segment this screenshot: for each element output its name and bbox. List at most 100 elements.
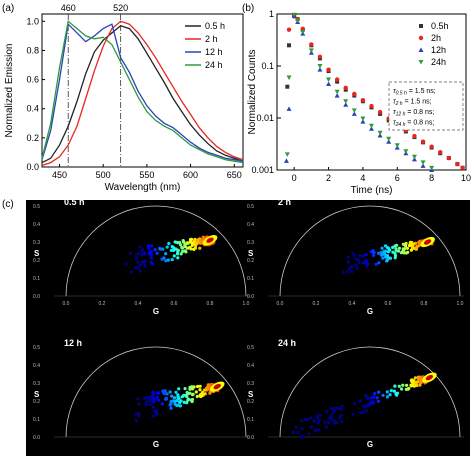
phasor-point (188, 391, 192, 395)
phasor-point (190, 397, 195, 402)
phasor-point (326, 421, 330, 425)
data-point (309, 42, 314, 47)
phasor-point (198, 246, 202, 250)
phasor-point (196, 238, 200, 242)
phasor-x-tick-label: 0.8 (207, 301, 214, 307)
phasor-peak (213, 383, 221, 390)
x-tick-label: 450 (52, 170, 67, 180)
series-line (41, 24, 244, 164)
phasor-point (148, 403, 152, 407)
phasor-s-label: S (248, 249, 254, 258)
phasor-point (198, 384, 202, 388)
phasor-point (158, 247, 162, 251)
phasor-y-tick-label: 0.3 (247, 381, 254, 387)
phasor-point (155, 412, 159, 416)
phasor-point (331, 418, 335, 422)
phasor-point (385, 258, 389, 263)
phasor-point (407, 244, 412, 248)
phasor-point (386, 250, 390, 254)
phasor-point (129, 251, 133, 255)
phasor-point (377, 261, 381, 265)
plot-frame (276, 13, 467, 171)
phasor-point (201, 237, 205, 241)
phasor-point (395, 243, 399, 247)
phasor-point (170, 258, 174, 262)
data-point (360, 97, 366, 103)
data-point (334, 93, 340, 98)
y-tick-label: 0.2 (26, 133, 39, 143)
phasor-point (165, 245, 169, 249)
phasor-point (385, 395, 389, 399)
data-point (285, 84, 290, 89)
phasor-point (134, 412, 138, 416)
phasor-x-tick-label: 0.2 (99, 301, 106, 307)
phasor-point (337, 407, 341, 411)
phasor-point (153, 248, 157, 252)
phasor-point (164, 397, 168, 401)
phasor-point (372, 250, 376, 255)
phasor-point (391, 245, 395, 249)
phasor-point (174, 390, 178, 394)
data-point (287, 43, 292, 48)
phasor-point (186, 246, 190, 250)
phasor-g-label: G (367, 440, 373, 449)
lifetime-inset-text: τ0.5 h = 1.5 ns; (393, 88, 436, 97)
phasor-point (357, 260, 361, 265)
data-point (377, 130, 383, 136)
x-tick-label: 6 (395, 173, 400, 183)
y-tick-label: 0.001 (251, 165, 274, 175)
phasor-point (412, 384, 416, 388)
data-point (351, 111, 357, 116)
phasor-point (340, 404, 344, 408)
data-point (334, 89, 340, 95)
phasor-g-label: G (153, 307, 159, 316)
phasor-point (351, 412, 355, 416)
phasor-point (168, 390, 172, 394)
data-point (412, 133, 417, 139)
data-point (420, 160, 426, 165)
phasor-point (144, 403, 148, 407)
phasor-time-label: 0.5 h (64, 197, 85, 207)
data-point (286, 75, 292, 81)
y-tick-label: 0.8 (26, 45, 39, 55)
phasor-point (176, 393, 180, 397)
phasor-point (364, 409, 368, 413)
phasor-point (137, 402, 141, 406)
phasor-point (382, 249, 386, 254)
phasor-point (291, 430, 295, 434)
data-point (377, 133, 383, 138)
phasor-point (136, 266, 140, 270)
phasor-point (317, 418, 321, 423)
phasor-y-tick-label: 0.5 (33, 204, 40, 210)
phasor-point (406, 250, 410, 254)
phasor-x-tick-label: 0.8 (421, 301, 428, 307)
phasor-point (163, 389, 167, 393)
data-point (394, 143, 400, 148)
phasor-point (155, 251, 159, 255)
phasor-point (409, 383, 413, 387)
phasor-point (364, 259, 368, 263)
phasor-y-tick-label: 0.0 (247, 294, 254, 300)
phasor-point (186, 398, 190, 402)
phasor-y-tick-label: 0.5 (247, 345, 254, 351)
phasor-point (149, 256, 153, 260)
legend-label: 0.5h (431, 21, 449, 31)
phasor-y-tick-label: 0.3 (33, 240, 40, 246)
data-point (286, 106, 292, 111)
x-tick-label: 500 (96, 170, 111, 180)
phasor-y-tick-label: 0.2 (247, 399, 254, 405)
phasor-point (383, 244, 388, 248)
phasor-point (192, 385, 196, 389)
phasor-point (310, 425, 314, 429)
phasor-point (145, 400, 149, 404)
phasor-point (307, 432, 311, 436)
phasor-point (196, 384, 200, 389)
data-point (295, 18, 301, 23)
phasor-y-tick-label: 0.3 (247, 240, 254, 246)
phasor-point (294, 425, 298, 429)
phasor-point (160, 257, 164, 261)
universal-circle (65, 205, 247, 297)
phasor-point (361, 254, 366, 258)
phasor-point (179, 252, 183, 256)
data-point (351, 108, 357, 113)
